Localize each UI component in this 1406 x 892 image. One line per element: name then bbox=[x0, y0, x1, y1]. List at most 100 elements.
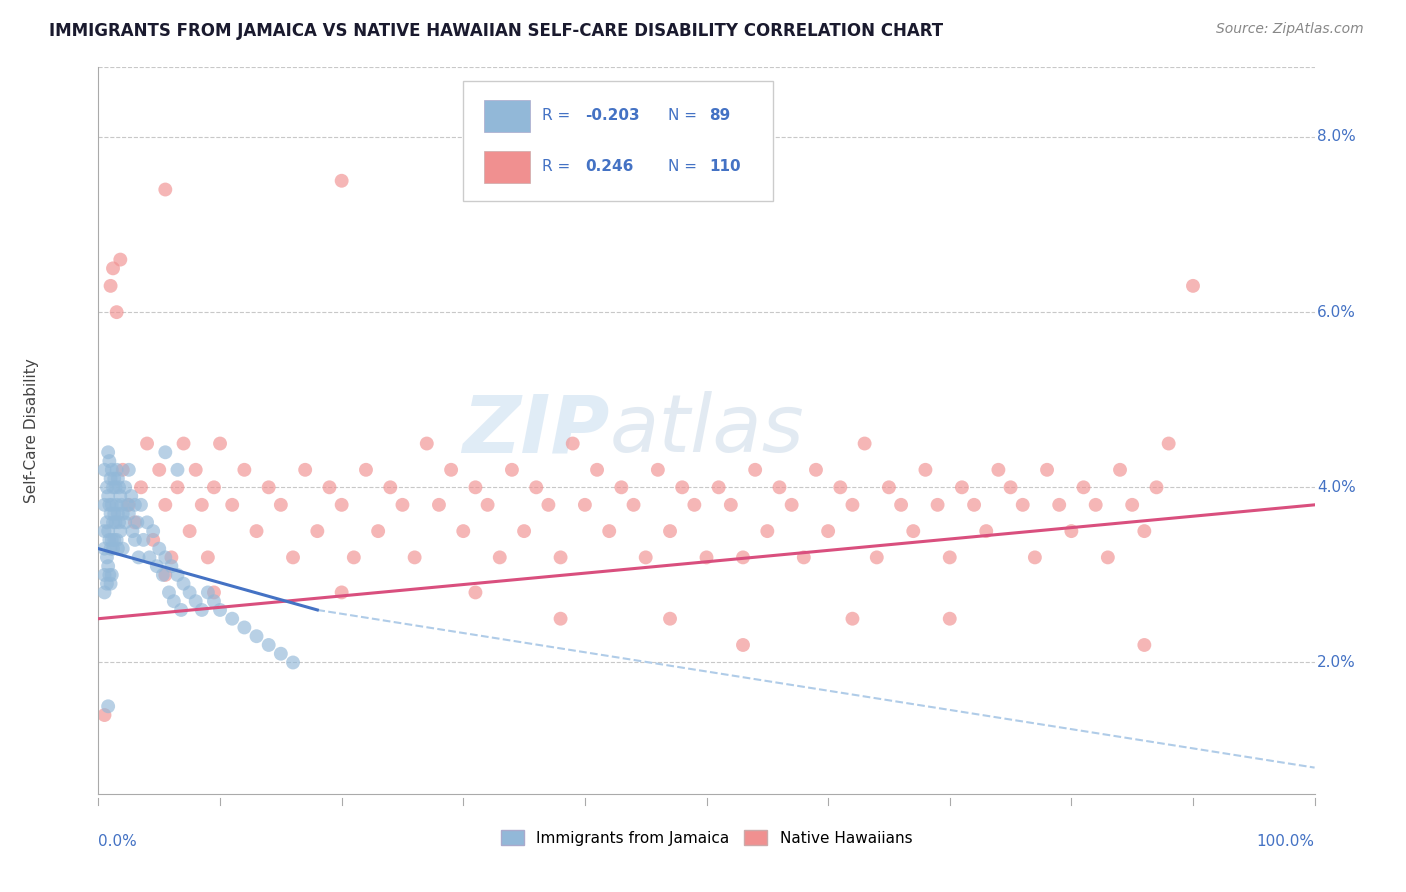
Immigrants from Jamaica bbox=[136, 516, 159, 530]
Native Hawaiians bbox=[574, 498, 596, 512]
Native Hawaiians bbox=[1097, 550, 1119, 565]
Immigrants from Jamaica bbox=[103, 507, 125, 521]
Native Hawaiians bbox=[537, 498, 560, 512]
Immigrants from Jamaica bbox=[110, 489, 132, 503]
Immigrants from Jamaica bbox=[105, 463, 128, 477]
Native Hawaiians bbox=[118, 498, 141, 512]
Native Hawaiians bbox=[453, 524, 475, 538]
Native Hawaiians bbox=[1000, 480, 1022, 494]
Immigrants from Jamaica bbox=[257, 638, 280, 652]
Immigrants from Jamaica bbox=[110, 498, 132, 512]
Immigrants from Jamaica bbox=[138, 550, 160, 565]
Immigrants from Jamaica bbox=[96, 576, 118, 591]
Native Hawaiians bbox=[890, 498, 912, 512]
Native Hawaiians bbox=[354, 463, 377, 477]
Immigrants from Jamaica bbox=[197, 585, 219, 599]
Immigrants from Jamaica bbox=[245, 629, 267, 643]
Immigrants from Jamaica bbox=[96, 516, 118, 530]
Text: 0.246: 0.246 bbox=[585, 159, 633, 174]
Immigrants from Jamaica bbox=[100, 507, 122, 521]
Native Hawaiians bbox=[817, 524, 839, 538]
Native Hawaiians bbox=[155, 498, 177, 512]
Native Hawaiians bbox=[343, 550, 366, 565]
Native Hawaiians bbox=[974, 524, 997, 538]
Native Hawaiians bbox=[1182, 278, 1205, 293]
Immigrants from Jamaica bbox=[155, 445, 177, 459]
Native Hawaiians bbox=[1036, 463, 1059, 477]
Immigrants from Jamaica bbox=[98, 454, 121, 468]
Native Hawaiians bbox=[707, 480, 730, 494]
Immigrants from Jamaica bbox=[103, 472, 125, 486]
Native Hawaiians bbox=[1084, 498, 1107, 512]
Immigrants from Jamaica bbox=[98, 568, 121, 582]
Native Hawaiians bbox=[93, 708, 115, 723]
Immigrants from Jamaica bbox=[118, 463, 141, 477]
Native Hawaiians bbox=[155, 568, 177, 582]
Native Hawaiians bbox=[1109, 463, 1132, 477]
Immigrants from Jamaica bbox=[157, 585, 180, 599]
Native Hawaiians bbox=[294, 463, 316, 477]
Immigrants from Jamaica bbox=[184, 594, 207, 608]
Immigrants from Jamaica bbox=[121, 524, 143, 538]
Native Hawaiians bbox=[111, 463, 134, 477]
Text: Source: ZipAtlas.com: Source: ZipAtlas.com bbox=[1216, 22, 1364, 37]
Immigrants from Jamaica bbox=[107, 541, 129, 556]
Native Hawaiians bbox=[768, 480, 790, 494]
Immigrants from Jamaica bbox=[281, 656, 304, 670]
Immigrants from Jamaica bbox=[100, 576, 122, 591]
Immigrants from Jamaica bbox=[100, 472, 122, 486]
Native Hawaiians bbox=[841, 498, 863, 512]
Native Hawaiians bbox=[160, 550, 183, 565]
Native Hawaiians bbox=[281, 550, 304, 565]
Native Hawaiians bbox=[488, 550, 510, 565]
Text: 89: 89 bbox=[709, 108, 730, 123]
Immigrants from Jamaica bbox=[221, 612, 243, 626]
Native Hawaiians bbox=[191, 498, 214, 512]
Native Hawaiians bbox=[780, 498, 803, 512]
Legend: Immigrants from Jamaica, Native Hawaiians: Immigrants from Jamaica, Native Hawaiian… bbox=[495, 823, 918, 852]
Immigrants from Jamaica bbox=[101, 533, 124, 547]
Immigrants from Jamaica bbox=[152, 568, 174, 582]
Text: 8.0%: 8.0% bbox=[1317, 129, 1355, 145]
Native Hawaiians bbox=[610, 480, 633, 494]
Immigrants from Jamaica bbox=[110, 524, 132, 538]
Immigrants from Jamaica bbox=[129, 498, 152, 512]
Native Hawaiians bbox=[1133, 638, 1156, 652]
Immigrants from Jamaica bbox=[114, 480, 136, 494]
Native Hawaiians bbox=[110, 252, 132, 267]
Immigrants from Jamaica bbox=[166, 568, 188, 582]
Native Hawaiians bbox=[318, 480, 340, 494]
Native Hawaiians bbox=[166, 480, 188, 494]
Native Hawaiians bbox=[586, 463, 609, 477]
Immigrants from Jamaica bbox=[209, 603, 232, 617]
Native Hawaiians bbox=[184, 463, 207, 477]
Immigrants from Jamaica bbox=[114, 516, 136, 530]
Native Hawaiians bbox=[903, 524, 925, 538]
Native Hawaiians bbox=[804, 463, 827, 477]
Text: atlas: atlas bbox=[609, 392, 804, 469]
Native Hawaiians bbox=[440, 463, 463, 477]
Native Hawaiians bbox=[464, 585, 486, 599]
Native Hawaiians bbox=[501, 463, 523, 477]
Text: R =: R = bbox=[543, 108, 575, 123]
Immigrants from Jamaica bbox=[173, 576, 195, 591]
Native Hawaiians bbox=[513, 524, 536, 538]
Native Hawaiians bbox=[793, 550, 815, 565]
Immigrants from Jamaica bbox=[101, 498, 124, 512]
Native Hawaiians bbox=[524, 480, 547, 494]
Native Hawaiians bbox=[367, 524, 389, 538]
FancyBboxPatch shape bbox=[464, 81, 773, 202]
Immigrants from Jamaica bbox=[93, 541, 115, 556]
Immigrants from Jamaica bbox=[98, 533, 121, 547]
Native Hawaiians bbox=[221, 498, 243, 512]
Native Hawaiians bbox=[477, 498, 499, 512]
Immigrants from Jamaica bbox=[101, 480, 124, 494]
Immigrants from Jamaica bbox=[107, 507, 129, 521]
Immigrants from Jamaica bbox=[96, 550, 118, 565]
Native Hawaiians bbox=[683, 498, 706, 512]
Native Hawaiians bbox=[671, 480, 693, 494]
Immigrants from Jamaica bbox=[118, 507, 141, 521]
Immigrants from Jamaica bbox=[202, 594, 225, 608]
Immigrants from Jamaica bbox=[97, 524, 120, 538]
Native Hawaiians bbox=[623, 498, 645, 512]
